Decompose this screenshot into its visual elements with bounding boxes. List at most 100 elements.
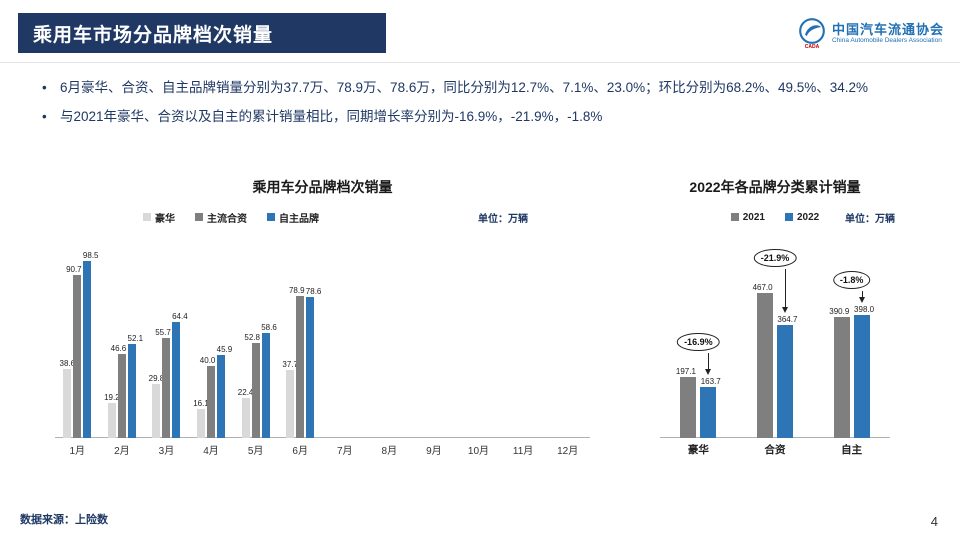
bar-value-label: 55.7 [155,327,171,337]
bar-自主品牌: 45.9 [217,345,232,438]
bar-主流合资: 46.6 [111,344,126,438]
bar-group: 9月 [412,238,457,458]
bar-value-label: 390.9 [829,306,850,316]
bar-豪华: 29.8 [149,374,164,438]
bar-主流合资: 78.9 [289,286,305,438]
bar-value-label: 40.0 [199,356,216,365]
legend-swatch-icon [195,213,203,221]
bar-value-label: 29.8 [148,374,165,384]
bar-group: 12月 [545,238,590,458]
annotation-arrow-icon [782,269,788,313]
bar-主流合资: 55.7 [155,328,171,438]
legend-label: 豪华 [155,213,175,225]
bar-自主品牌: 52.1 [127,334,143,438]
cada-acronym: CADA [804,44,820,50]
x-axis-label: 7月 [336,446,353,457]
legend-label: 2022 [797,211,820,223]
legend-swatch-icon [785,213,793,221]
x-axis-label: 1月 [69,446,86,457]
bar-cluster: 29.8 55.7 64.4 [149,238,188,438]
org-name-en: China Automobile Dealers Association [831,37,942,44]
legend-swatch-icon [730,213,739,221]
bar-value-label: 78.9 [288,285,305,295]
legend-label: 2021 [742,211,765,223]
bar-豪华: 19.2 [104,393,120,438]
bar-group: 22.4 52.8 58.6 5月 [233,238,278,458]
bar-自主品牌: 98.5 [83,251,98,438]
legend-label: 自主品牌 [279,213,319,225]
bar-自主品牌: 58.6 [261,323,277,438]
org-logo: CADA 中国汽车流通协会 China Automobile Dealers A… [798,17,944,50]
bar-value-label: 37.7 [282,360,298,370]
chart-title: 2022年各品牌分类累计销量 [689,179,861,195]
legend-item: 主流合资 [195,210,247,225]
bar-主流合资: 40.0 [200,356,215,438]
bar-2022: 163.7 [700,377,721,438]
slide-title-bar: 乘用车市场分品牌档次销量 [18,13,386,53]
x-axis-label: 10月 [467,446,490,457]
unit-label: 单位：万辆 [478,213,528,225]
bar-2021: 467.0 [753,283,773,438]
bar-value-label: 52.8 [244,332,260,342]
page-number: 4 [930,514,938,529]
annotation-arrow-icon [858,290,865,303]
chart-legend-row: 2021 2022 单位：万辆 [655,208,895,226]
bar-cluster: 37.7 78.9 78.6 [282,238,321,438]
org-name-block: 中国汽车流通协会 China Automobile Dealers Associ… [832,22,944,45]
bar-cluster: 38.6 90.7 98.5 [59,238,98,438]
bullet-item: 6月豪华、合资、自主品牌销量分别为37.7万、78.9万、78.6万，同比分别为… [42,76,942,100]
legend-item: 自主品牌 [267,210,319,225]
bar-cluster: 16.1 40.0 45.9 [193,238,232,438]
bar-value-label: 64.4 [172,312,188,322]
bar-豪华: 22.4 [238,388,253,438]
x-axis-label: 6月 [292,446,308,457]
bar-2021: 197.1 [676,367,697,438]
unit-label: 单位：万辆 [845,213,895,225]
bar-value-label: 467.0 [752,283,773,293]
legend-item: 2022 [785,212,819,223]
bullet-item: 与2021年豪华、合资以及自主的累计销量相比，同期增长率分别为-16.9%，-2… [42,105,942,129]
bar-cluster: 197.1 163.7 -16.9% [676,238,721,438]
bar-group: 19.2 46.6 52.1 2月 [100,238,145,458]
x-axis-line [55,437,590,438]
bar-group: 7月 [322,238,367,458]
bar-豪华: 37.7 [282,360,298,438]
bar-group: 38.6 90.7 98.5 1月 [55,238,100,458]
bar-自主品牌: 78.6 [306,287,321,438]
annotation-arrow-icon [705,352,712,376]
org-emblem: CADA [798,17,826,50]
bar-group: 29.8 55.7 64.4 3月 [144,238,189,458]
legend-item: 豪华 [143,210,175,225]
bar-2021: 390.9 [829,307,850,438]
bar-value-label: 197.1 [675,366,696,376]
bar-2022: 364.7 [777,315,797,438]
legend-label: 主流合资 [207,213,247,225]
growth-annotation: -16.9% [677,332,720,351]
bar-豪华: 16.1 [193,399,209,438]
bar-2022: 398.0 [853,305,874,438]
growth-annotation: -1.8% [832,270,871,289]
x-axis-label: 合资 [764,444,786,456]
cumulative-sales-chart: 2022年各品牌分类累计销量 2021 2022 单位：万辆 197.1 163.7… [655,178,895,458]
bar-cluster: 22.4 52.8 58.6 [238,238,277,438]
x-axis-label: 12月 [557,446,579,457]
bar-主流合资: 90.7 [66,265,82,438]
x-axis-line [660,437,890,438]
legend-swatch-icon [267,213,275,221]
x-axis-label: 自主 [841,444,863,456]
bar-group: 10月 [456,238,501,458]
bar-主流合资: 52.8 [244,333,260,438]
bar-group: 197.1 163.7 -16.9% 豪华 [660,238,737,458]
bar-value-label: 22.4 [237,387,254,397]
cada-logo-icon [799,18,825,44]
bar-plot: 38.6 90.7 98.5 1月 19.2 46.6 52.1 2月 29.8 55.7 64.4… [55,238,590,458]
bar-value-label: 78.6 [305,286,322,296]
bar-group: 11月 [501,238,546,458]
header-divider [0,62,960,63]
legend-swatch-icon [143,213,151,221]
bar-value-label: 46.6 [110,344,127,354]
bar-cluster: 19.2 46.6 52.1 [104,238,143,438]
bar-value-label: 98.5 [82,250,99,260]
bar-value-label: 58.6 [261,322,277,332]
